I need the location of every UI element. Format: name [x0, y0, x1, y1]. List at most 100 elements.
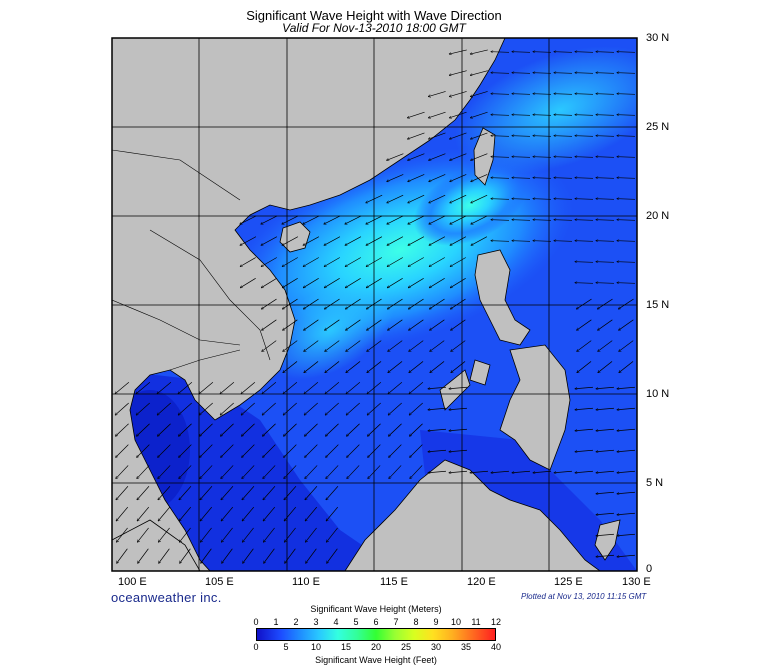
wave-direction-arrow: [240, 257, 256, 267]
lon-label: 100 E: [118, 576, 147, 588]
wave-direction-arrow: [347, 465, 360, 478]
map-frame: [111, 37, 638, 572]
wave-direction-arrow: [262, 340, 277, 352]
wave-direction-arrow: [283, 319, 298, 330]
lon-label: 120 E: [467, 576, 496, 588]
wave-direction-arrow: [159, 548, 170, 563]
wave-direction-arrow: [451, 319, 466, 330]
wave-direction-arrow: [617, 136, 636, 137]
wave-direction-arrow: [200, 444, 213, 458]
wave-direction-arrow: [284, 465, 297, 478]
wave-direction-arrow: [199, 381, 214, 394]
wave-direction-arrow: [533, 178, 552, 179]
wave-direction-arrow: [617, 262, 636, 263]
wave-direction-arrow: [157, 402, 171, 415]
wave-direction-arrow: [617, 554, 635, 557]
wave-direction-arrow: [116, 486, 129, 499]
wave-direction-arrow: [305, 486, 318, 499]
wave-direction-arrow: [304, 381, 319, 394]
wave-direction-arrow: [617, 220, 636, 221]
wave-direction-arrow: [200, 527, 212, 542]
wave-direction-arrow: [284, 444, 297, 458]
wave-direction-arrow: [282, 236, 299, 246]
wave-direction-arrow: [283, 340, 298, 352]
wave-direction-arrow: [327, 548, 338, 563]
wave-direction-arrow: [263, 486, 276, 499]
wave-direction-arrow: [598, 340, 613, 352]
legend-tick: 5: [353, 617, 359, 627]
wave-direction-arrow: [326, 527, 338, 542]
wave-direction-arrow: [304, 319, 319, 330]
wave-direction-arrow: [346, 361, 361, 372]
wave-direction-arrow: [491, 199, 510, 200]
legend-tick: 35: [460, 642, 472, 652]
wave-direction-arrow: [577, 319, 592, 330]
wave-direction-arrow: [450, 236, 467, 246]
wave-direction-arrow: [554, 52, 573, 53]
wave-direction-arrow: [512, 199, 531, 200]
wave-direction-arrow: [596, 283, 615, 284]
legend-tick: 40: [490, 642, 502, 652]
wave-direction-arrow: [325, 402, 339, 415]
wave-direction-arrow: [304, 361, 319, 372]
wave-direction-arrow: [345, 257, 361, 267]
wave-direction-arrow: [470, 49, 488, 54]
wave-direction-arrow: [410, 465, 423, 478]
wave-direction-arrow: [575, 220, 594, 221]
wave-direction-arrow: [428, 428, 446, 431]
wave-direction-arrow: [450, 215, 467, 224]
wave-direction-arrow: [409, 361, 424, 372]
legend-tick: 3: [313, 617, 319, 627]
legend-tick: 2: [293, 617, 299, 627]
wave-direction-arrow: [138, 548, 149, 563]
wave-direction-arrow: [617, 449, 635, 452]
wave-direction-arrow: [262, 402, 276, 415]
wave-direction-arrow: [619, 340, 634, 352]
wave-direction-arrow: [116, 506, 129, 521]
wave-direction-arrow: [491, 52, 510, 53]
wave-direction-arrow: [305, 444, 318, 458]
wave-direction-arrow: [157, 381, 172, 394]
wave-direction-arrow: [491, 241, 510, 242]
wave-direction-arrow: [387, 298, 403, 309]
wave-direction-arrow: [598, 361, 613, 372]
wave-direction-arrow: [326, 506, 339, 521]
wave-direction-arrow: [598, 319, 613, 330]
wave-direction-arrow: [450, 298, 466, 309]
wave-direction-arrow: [283, 402, 297, 415]
wave-direction-arrow: [617, 52, 636, 53]
wave-direction-arrow: [240, 236, 257, 246]
wave-direction-arrow: [241, 381, 256, 394]
wave-direction-arrow: [449, 91, 467, 96]
wave-direction-arrow: [512, 220, 531, 221]
wave-direction-arrow: [346, 340, 361, 352]
wave-direction-arrow: [554, 73, 573, 74]
wave-direction-arrow: [596, 262, 615, 263]
wave-direction-arrow: [428, 91, 446, 96]
wave-direction-arrow: [283, 423, 297, 436]
wave-direction-arrow: [282, 277, 298, 287]
wave-direction-arrow: [409, 381, 424, 394]
wave-direction-arrow: [116, 444, 129, 458]
wave-direction-arrow: [450, 153, 467, 161]
wave-direction-arrow: [533, 73, 552, 74]
wave-direction-arrow: [617, 428, 635, 431]
wave-direction-arrow: [429, 194, 446, 203]
wave-direction-arrow: [471, 153, 488, 161]
wave-direction-arrow: [491, 136, 510, 137]
wave-direction-arrow: [324, 277, 340, 287]
legend-colorbar: [256, 628, 496, 641]
wave-direction-arrow: [429, 298, 445, 309]
wave-direction-arrow: [575, 136, 594, 137]
wave-direction-arrow: [325, 423, 339, 436]
wave-direction-arrow: [491, 178, 510, 179]
wave-direction-arrow: [388, 423, 402, 436]
wave-direction-arrow: [137, 486, 150, 499]
wave-direction-arrow: [220, 381, 235, 394]
wave-direction-arrow: [617, 199, 636, 200]
wave-direction-arrow: [387, 236, 404, 246]
wave-direction-arrow: [285, 548, 296, 563]
wave-direction-arrow: [428, 111, 446, 118]
plotted-timestamp: Plotted at Nov 13, 2010 11:15 GMT: [521, 592, 647, 601]
